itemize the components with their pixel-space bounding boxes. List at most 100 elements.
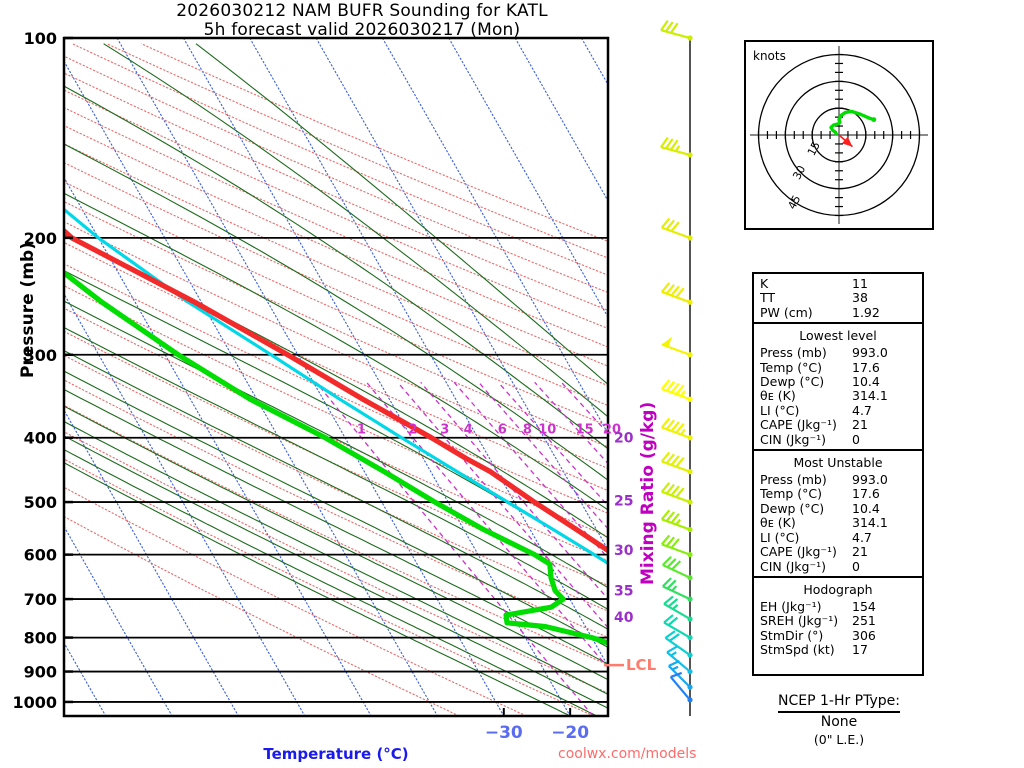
stat-label: K <box>760 276 769 291</box>
hodograph-stats-section: EH (Jkg⁻¹) 154 SREH (Jkg⁻¹) 251 StmDir (°) 30… <box>754 598 922 658</box>
lowest-level-heading: Lowest level <box>799 328 877 344</box>
stat-label: LI (°C) <box>760 402 800 418</box>
stat-value: 21 <box>852 544 868 560</box>
stat-value: 17.6 <box>852 359 880 375</box>
skewt-diagram[interactable]: 100 200 300 400 500 600 700 800 900 1000 −30 −20 1 2 3… <box>0 0 724 768</box>
stat-label: Press (mb) <box>760 345 827 361</box>
stat-label: CAPE (Jkg⁻¹) <box>760 417 837 433</box>
pressure-tick: 100 <box>24 29 57 48</box>
pressure-tick: 200 <box>24 229 57 248</box>
stat-value: 314.1 <box>852 515 888 531</box>
stat-label: StmDir (°) <box>760 627 824 643</box>
stat-row: Press (mb) 993.0 <box>754 345 922 361</box>
wind-barb <box>668 659 693 690</box>
stat-row: K 11 <box>754 276 922 291</box>
stat-value: 11 <box>852 276 868 291</box>
mixing-ratio-label: 20 <box>603 423 621 438</box>
hodograph-panel[interactable]: 15 30 45 knots <box>744 40 934 230</box>
stat-label: Temp (°C) <box>760 486 823 502</box>
hodograph-ring-label: 30 <box>790 163 808 181</box>
ptype-amount: (0" L.E.) <box>813 732 865 747</box>
stat-label: CIN (Jkg⁻¹) <box>760 558 826 574</box>
stat-row: PW (cm) 1.92 <box>754 304 922 320</box>
stat-value: 10.4 <box>852 500 880 516</box>
stat-row: CAPE (Jkg⁻¹) 21 <box>754 417 922 433</box>
wind-barb <box>660 482 693 505</box>
stat-label: θᴇ (K) <box>760 515 796 531</box>
stat-row: StmDir (°) 306 <box>754 627 922 643</box>
stat-value: 38 <box>852 290 868 306</box>
sounding-stats-panel: K 11 TT 38 PW (cm) 1.92 Lowest level Press (m… <box>752 272 924 676</box>
mixing-ratio-label: 2 <box>408 423 417 438</box>
section-divider <box>754 575 922 578</box>
ptype-panel: NCEP 1-Hr PType: None (0" L.E.) <box>744 692 934 749</box>
hodograph-trace <box>829 109 876 136</box>
stat-row: EH (Jkg⁻¹) 154 <box>754 598 922 614</box>
hodograph-units-label: knots <box>753 49 786 63</box>
stat-row: TT 38 <box>754 290 922 306</box>
stat-row: LI (°C) 4.7 <box>754 402 922 418</box>
stat-value: 4.7 <box>852 402 872 418</box>
stat-label: TT <box>760 290 776 306</box>
wind-barb <box>664 630 693 658</box>
pressure-tick: 900 <box>24 663 57 682</box>
height-marker: 25 <box>614 493 633 509</box>
stat-label: Dewp (°C) <box>760 500 825 516</box>
stat-label: CAPE (Jkg⁻¹) <box>760 544 837 560</box>
wind-barb <box>660 136 693 158</box>
stat-label: θᴇ (K) <box>760 388 796 404</box>
pressure-tick: 400 <box>24 429 57 448</box>
stat-value: 17.6 <box>852 486 880 502</box>
stat-row: Dewp (°C) 10.4 <box>754 500 922 516</box>
hodograph-stats-heading: Hodograph <box>803 581 873 597</box>
mixing-ratio-label: 1 <box>357 423 366 438</box>
most-unstable-heading: Most Unstable <box>793 455 883 471</box>
pressure-tick: 500 <box>24 493 57 512</box>
stat-label: CIN (Jkg⁻¹) <box>760 431 826 447</box>
chart-title: 2026030212 NAM BUFR Sounding for KATL 5h… <box>0 2 724 40</box>
temperature-tick: −20 <box>551 723 589 743</box>
temperature-axis-label: Temperature (°C) <box>263 745 409 763</box>
wind-barb <box>660 217 693 241</box>
stat-row: CIN (Jkg⁻¹) 0 <box>754 558 922 574</box>
hodograph-ring-label: 15 <box>805 140 823 158</box>
wind-barb <box>660 509 693 533</box>
chart-title-line1: 2026030212 NAM BUFR Sounding for KATL <box>176 1 548 21</box>
pressure-tick: 300 <box>24 346 57 365</box>
stat-label: EH (Jkg⁻¹) <box>760 598 822 614</box>
wind-barb <box>660 379 693 402</box>
stat-label: SREH (Jkg⁻¹) <box>760 613 839 629</box>
stat-row: Temp (°C) 17.6 <box>754 486 922 502</box>
stat-row: SREH (Jkg⁻¹) 251 <box>754 613 922 629</box>
wind-barb <box>660 417 693 441</box>
stat-label: LI (°C) <box>760 529 800 545</box>
mixing-ratio-label: 3 <box>440 423 449 438</box>
hodograph-ring-label: 45 <box>785 193 803 211</box>
stat-label: PW (cm) <box>760 304 813 320</box>
mixing-ratio-label: 10 <box>538 423 556 438</box>
most-unstable-section: Press (mb) 993.0 Temp (°C) 17.6 Dewp (°C) 10.… <box>754 472 922 574</box>
wind-barb <box>662 577 693 602</box>
height-marker: 40 <box>614 610 634 626</box>
wind-barb <box>661 336 693 358</box>
wind-barb <box>660 20 693 41</box>
hodograph-plot[interactable]: 15 30 45 knots <box>746 42 932 228</box>
stat-value: 21 <box>852 417 868 433</box>
stat-label: Temp (°C) <box>760 359 823 375</box>
wind-barb <box>660 534 693 558</box>
stat-row: θᴇ (K) 314.1 <box>754 515 922 531</box>
wind-barb <box>663 595 693 622</box>
mixing-ratio-label: 15 <box>576 423 594 438</box>
stat-value: 10.4 <box>852 374 880 390</box>
wind-barb <box>666 645 693 675</box>
height-marker: 35 <box>614 584 633 600</box>
indices-section: K 11 TT 38 PW (cm) 1.92 <box>754 276 922 320</box>
stat-row: Temp (°C) 17.6 <box>754 359 922 375</box>
section-divider <box>754 322 922 325</box>
stat-value: 306 <box>852 627 876 643</box>
stat-value: 1.92 <box>852 304 880 320</box>
lcl-label: LCL <box>626 656 657 674</box>
stat-row: Dewp (°C) 10.4 <box>754 374 922 390</box>
wind-barb <box>663 614 693 641</box>
pressure-tick: 800 <box>24 629 57 648</box>
